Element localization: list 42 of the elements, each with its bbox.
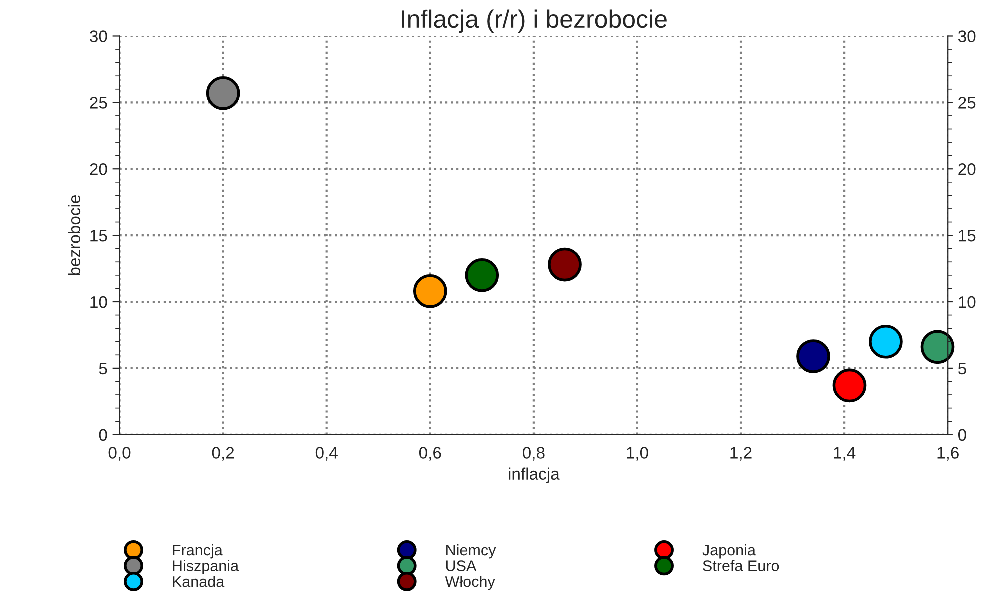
y2-tick-label: 10 (959, 296, 976, 308)
point (920, 330, 955, 364)
legend-label: Niemcy (446, 544, 496, 559)
x-tick-label: 1,0 (627, 447, 648, 461)
y2-tick-label: 15 (959, 230, 976, 242)
point (548, 248, 582, 282)
y-tick-label: 30 (90, 30, 108, 42)
y2-tick-label: 25 (958, 97, 976, 109)
legend-label: Hiszpania (173, 560, 240, 574)
point (796, 340, 830, 374)
point (465, 258, 500, 292)
y2-tick-label: 0 (958, 429, 966, 442)
y-tick-label: 10 (90, 296, 108, 308)
y-tick-label: 0 (99, 429, 108, 442)
chart-title: Inflacja (r/r) i bezrobocie (402, 10, 667, 34)
point (869, 324, 903, 359)
legend-label: USA (446, 560, 477, 572)
point (832, 368, 867, 403)
y2-tick-label: 30 (958, 30, 976, 42)
y2-tick-label: 20 (958, 164, 976, 176)
y-axis-title: bezrobocie (68, 196, 81, 276)
x-tick-label: 1,2 (730, 447, 752, 461)
y-tick-label: 20 (90, 164, 108, 176)
x-tick-label: 1,6 (938, 447, 959, 461)
x-tick-label: 0,2 (212, 447, 234, 461)
legend-label: Strefa Euro (703, 560, 780, 572)
legend-label: Kanada (173, 576, 225, 588)
y-tick-label: 15 (90, 230, 108, 242)
point (413, 274, 448, 308)
point (206, 76, 240, 110)
x-tick-label: 1,4 (834, 447, 856, 461)
y-tick-label: 5 (99, 363, 108, 375)
x-tick-label: 0,0 (108, 447, 131, 461)
y-tick-label: 25 (90, 97, 108, 109)
legend-label: Japonia (702, 544, 756, 559)
x-tick-label: 0,4 (316, 447, 338, 461)
legend-label: Francja (173, 544, 223, 559)
y2-tick-label: 5 (958, 363, 966, 375)
x-tick-label: 0,8 (523, 447, 545, 461)
x-axis-title: inflacja (509, 468, 560, 484)
legend-label: Włochy (445, 576, 496, 590)
x-tick-label: 0,6 (419, 447, 442, 461)
